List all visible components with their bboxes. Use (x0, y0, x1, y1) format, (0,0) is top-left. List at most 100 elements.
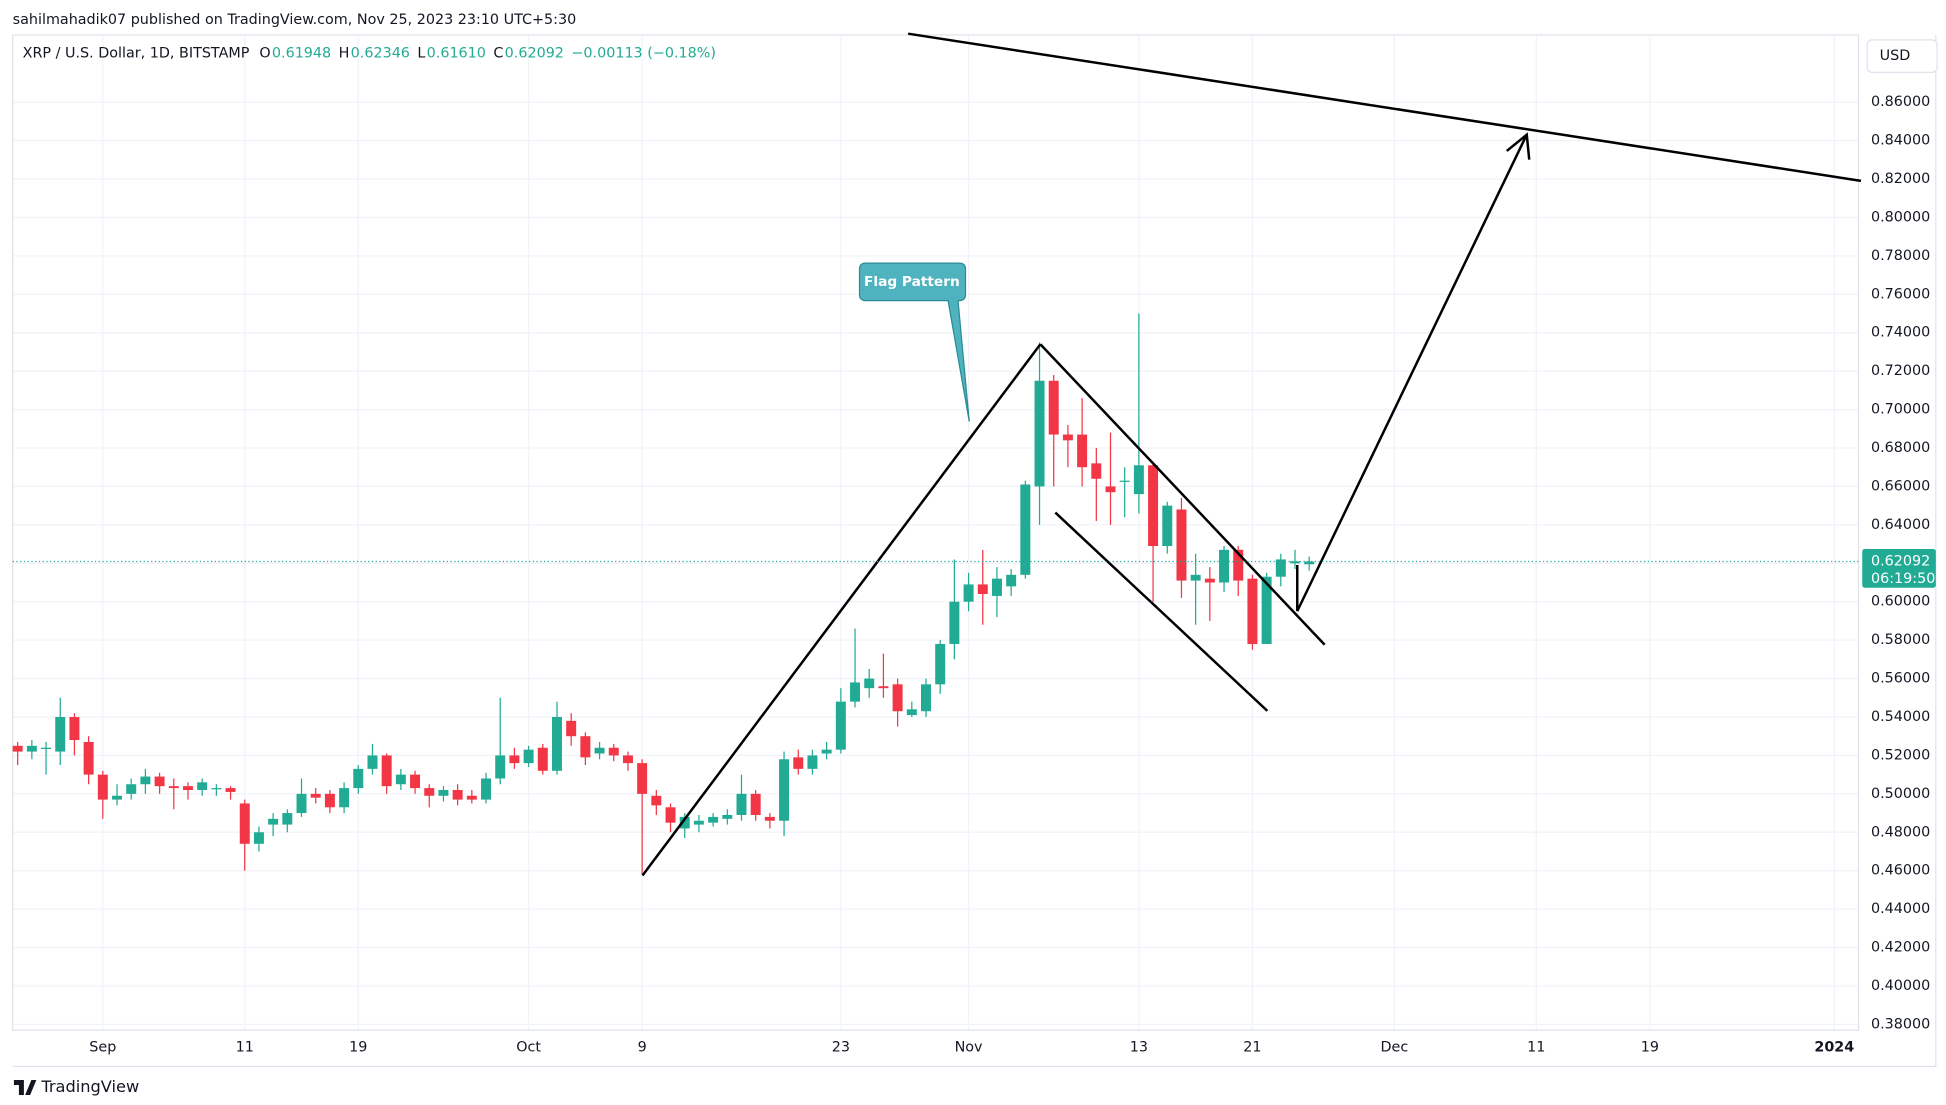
y-tick-label: 0.54000 (1871, 709, 1930, 725)
candle-body (182, 786, 193, 791)
y-tick-label: 0.56000 (1871, 671, 1930, 687)
y-tick-label: 0.82000 (1871, 171, 1930, 187)
plot-border (12, 34, 1860, 1031)
candle-body (906, 709, 917, 716)
x-tick-label: 19 (1641, 1040, 1659, 1056)
y-tick-label: 0.42000 (1871, 940, 1930, 956)
candle-body (55, 716, 66, 752)
candle-body (12, 745, 23, 752)
candle-body (83, 741, 94, 775)
legend-key: H (339, 46, 350, 62)
x-tick-label: 13 (1130, 1040, 1148, 1056)
x-tick-label: 9 (638, 1040, 647, 1056)
candle-body (1034, 380, 1045, 487)
candle-body (708, 816, 719, 823)
candle-body (864, 678, 875, 689)
flag-upper (1039, 343, 1326, 646)
legend-value: 0.62092 (505, 46, 564, 62)
candle-body (594, 747, 605, 754)
callout (858, 262, 970, 422)
candle-body (395, 774, 406, 785)
x-tick-label: 11 (236, 1040, 254, 1056)
candle-body (793, 757, 804, 769)
candle-body (736, 793, 747, 815)
legend-key: C (493, 46, 503, 62)
candle-body (921, 684, 931, 712)
candle-body (26, 745, 37, 752)
y-tick-label: 0.86000 (1871, 94, 1930, 110)
y-tick-label: 0.80000 (1871, 209, 1930, 225)
currency[interactable]: USD (1880, 48, 1911, 64)
currency-button[interactable] (1866, 39, 1938, 73)
x-tick-label: 23 (832, 1040, 850, 1056)
resistance-line (907, 32, 1862, 183)
y-tick-label: 0.78000 (1871, 248, 1930, 264)
target-arrow (1296, 136, 1527, 612)
candle-body (693, 820, 704, 825)
flag-pole (641, 343, 1042, 877)
candle-body (537, 747, 548, 771)
publisher: sahilmahadik07 published on TradingView.… (13, 12, 577, 28)
candle-body (239, 803, 250, 844)
candle-body (353, 768, 364, 789)
candle-body (324, 793, 335, 808)
legend-value: 0.61948 (272, 46, 331, 62)
candle-body (622, 755, 633, 764)
candle-body (1261, 576, 1272, 644)
candle-body (1020, 484, 1031, 575)
candle-body (438, 790, 449, 796)
y-tick-label: 0.48000 (1871, 824, 1930, 840)
flag-lower (1054, 511, 1269, 712)
symbol-legend: XRP / U.S. Dollar, 1D, BITSTAMP O 0.61948… (23, 46, 716, 62)
grid (12, 34, 1859, 1031)
y-tick-label: 0.72000 (1871, 363, 1930, 379)
x-tick-label: Nov (955, 1040, 983, 1056)
y-tick-label: 0.58000 (1871, 632, 1930, 648)
candle-body (566, 720, 577, 737)
candle-body (651, 795, 662, 806)
candle-body (977, 584, 988, 595)
legend-key: O (259, 46, 270, 62)
candle-body (779, 759, 790, 821)
symbol: XRP / U.S. Dollar, 1D, BITSTAMP (23, 46, 250, 62)
candle-body (1048, 380, 1059, 435)
candle-body (381, 755, 392, 787)
legend-key: L (417, 46, 425, 62)
candle-body (850, 682, 861, 702)
candle-body (750, 793, 761, 815)
candle-body (154, 776, 165, 787)
x-tick-label: Dec (1380, 1040, 1408, 1056)
legend-value: 0.62346 (351, 46, 410, 62)
candle-body (69, 716, 80, 741)
x-tick-label: 19 (349, 1040, 367, 1056)
countdown: 06:19:50 (1871, 571, 1935, 587)
candle-body (807, 755, 818, 769)
candle-body (140, 776, 151, 785)
x-tick-label: Sep (89, 1040, 116, 1056)
candle-body (1176, 509, 1187, 581)
y-tick-label: 0.60000 (1871, 594, 1930, 610)
candle-body (112, 795, 122, 800)
candle-body (1275, 559, 1286, 577)
candle-body (1091, 463, 1102, 479)
candle-body (1304, 561, 1315, 565)
y-tick-label: 0.64000 (1871, 517, 1930, 533)
last-price-box (1862, 549, 1936, 588)
candle-body (935, 643, 946, 685)
arrow-head (1506, 132, 1531, 160)
candle-body (764, 816, 775, 821)
candle-body (1133, 465, 1144, 495)
candle-body (452, 790, 463, 800)
last-price-label: 0.62092 (1871, 554, 1930, 570)
candle-body (637, 763, 648, 794)
candle-body (424, 788, 435, 796)
candle-body (523, 749, 534, 764)
y-tick-label: 0.68000 (1871, 440, 1930, 456)
candle-body (835, 701, 846, 750)
candle-body (991, 578, 1002, 596)
candle-body (580, 736, 591, 758)
candle-body (168, 786, 179, 789)
candle-body (878, 686, 889, 689)
